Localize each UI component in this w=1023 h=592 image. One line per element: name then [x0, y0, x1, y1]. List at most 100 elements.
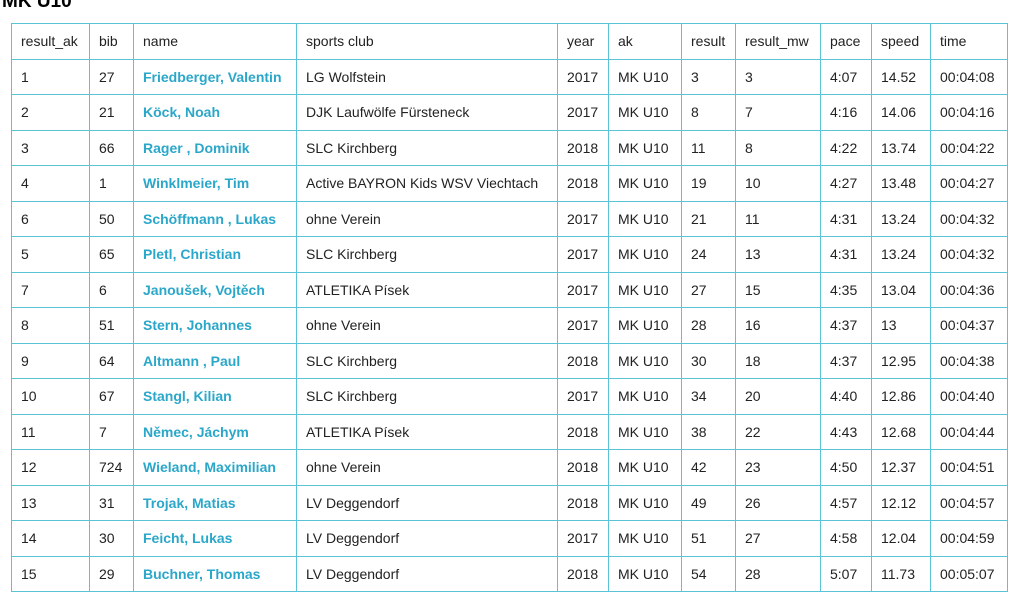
cell: 6	[89, 271, 134, 308]
column-header: result	[681, 23, 736, 60]
cell: 27	[735, 520, 821, 557]
athlete-name-link[interactable]: Rager , Dominik	[133, 129, 297, 166]
cell: 21	[89, 94, 134, 131]
cell: ohne Verein	[296, 200, 558, 237]
cell: 2018	[557, 342, 609, 379]
cell: 2017	[557, 378, 609, 415]
cell: 8	[681, 94, 736, 131]
cell: 00:04:57	[930, 484, 1008, 521]
cell: MK U10	[608, 236, 682, 273]
cell: 12.04	[871, 520, 931, 557]
cell: 31	[89, 484, 134, 521]
cell: 00:04:27	[930, 165, 1008, 202]
cell: 00:04:40	[930, 378, 1008, 415]
cell: 51	[681, 520, 736, 557]
result-row: 9 64 Altmann , Paul SLC Kirchberg 2018 MK U10…	[11, 342, 1008, 379]
cell: 00:04:59	[930, 520, 1008, 557]
cell: 11	[681, 129, 736, 166]
cell: 18	[735, 342, 821, 379]
cell: 12.95	[871, 342, 931, 379]
cell: ATLETIKA Písek	[296, 413, 558, 450]
cell: MK U10	[608, 449, 682, 486]
athlete-name-link[interactable]: Janoušek, Vojtěch	[133, 271, 297, 308]
cell: 51	[89, 307, 134, 344]
athlete-name-link[interactable]: Buchner, Thomas	[133, 555, 297, 592]
cell: 4:31	[820, 236, 872, 273]
cell: 22	[735, 413, 821, 450]
cell: 5	[11, 236, 90, 273]
cell: 00:04:08	[930, 58, 1008, 95]
cell: MK U10	[608, 342, 682, 379]
athlete-name-link[interactable]: Stangl, Kilian	[133, 378, 297, 415]
athlete-name-link[interactable]: Stern, Johannes	[133, 307, 297, 344]
athlete-name-link[interactable]: Winklmeier, Tim	[133, 165, 297, 202]
column-header: time	[930, 23, 1008, 60]
athlete-name-link[interactable]: Němec, Jáchym	[133, 413, 297, 450]
result-row: 3 66 Rager , Dominik SLC Kirchberg 2018 MK U1…	[11, 129, 1008, 166]
cell: 3	[681, 58, 736, 95]
cell: 12.37	[871, 449, 931, 486]
cell: MK U10	[608, 307, 682, 344]
cell: 38	[681, 413, 736, 450]
cell: 3	[735, 58, 821, 95]
cell: 2017	[557, 520, 609, 557]
cell: 4:27	[820, 165, 872, 202]
cell: 4:37	[820, 342, 872, 379]
cell: 2017	[557, 94, 609, 131]
cell: 12.86	[871, 378, 931, 415]
athlete-name-link[interactable]: Schöffmann , Lukas	[133, 200, 297, 237]
cell: DJK Laufwölfe Fürsteneck	[296, 94, 558, 131]
cell: 00:04:32	[930, 200, 1008, 237]
cell: 13	[11, 484, 90, 521]
column-header: speed	[871, 23, 931, 60]
cell: ohne Verein	[296, 449, 558, 486]
cell: 2018	[557, 449, 609, 486]
column-header: ak	[608, 23, 682, 60]
athlete-name-link[interactable]: Feicht, Lukas	[133, 520, 297, 557]
cell: MK U10	[608, 94, 682, 131]
cell: MK U10	[608, 165, 682, 202]
cell: 2017	[557, 307, 609, 344]
cell: 54	[681, 555, 736, 592]
cell: 2018	[557, 165, 609, 202]
cell: 14.06	[871, 94, 931, 131]
table-body: 1 27 Friedberger, Valentin LG Wolfstein 2017…	[11, 58, 1008, 592]
athlete-name-link[interactable]: Köck, Noah	[133, 94, 297, 131]
athlete-name-link[interactable]: Altmann , Paul	[133, 342, 297, 379]
cell: 34	[681, 378, 736, 415]
athlete-name-link[interactable]: Trojak, Matias	[133, 484, 297, 521]
cell: LV Deggendorf	[296, 520, 558, 557]
cell: 67	[89, 378, 134, 415]
cell: 6	[11, 200, 90, 237]
cell: 2017	[557, 200, 609, 237]
cell: 15	[735, 271, 821, 308]
result-row: 13 31 Trojak, Matias LV Deggendorf 2018 MK U1…	[11, 484, 1008, 521]
cell: 64	[89, 342, 134, 379]
cell: 4:22	[820, 129, 872, 166]
cell: 65	[89, 236, 134, 273]
column-header: pace	[820, 23, 872, 60]
cell: 24	[681, 236, 736, 273]
result-row: 4 1 Winklmeier, Tim Active BAYRON Kids WSV …	[11, 165, 1008, 202]
cell: 27	[681, 271, 736, 308]
cell: Active BAYRON Kids WSV Viechtach	[296, 165, 558, 202]
cell: 2017	[557, 58, 609, 95]
cell: 26	[735, 484, 821, 521]
cell: 7	[89, 413, 134, 450]
result-row: 10 67 Stangl, Kilian SLC Kirchberg 2017 MK U1…	[11, 378, 1008, 415]
athlete-name-link[interactable]: Wieland, Maximilian	[133, 449, 297, 486]
cell: 27	[89, 58, 134, 95]
cell: MK U10	[608, 378, 682, 415]
cell: 2018	[557, 484, 609, 521]
cell: 00:04:37	[930, 307, 1008, 344]
athlete-name-link[interactable]: Friedberger, Valentin	[133, 58, 297, 95]
column-header: year	[557, 23, 609, 60]
athlete-name-link[interactable]: Pletl, Christian	[133, 236, 297, 273]
cell: SLC Kirchberg	[296, 342, 558, 379]
cell: 00:04:38	[930, 342, 1008, 379]
cell: 4:31	[820, 200, 872, 237]
cell: 7	[11, 271, 90, 308]
result-row: 7 6 Janoušek, Vojtěch ATLETIKA Písek 2017 MK …	[11, 271, 1008, 308]
cell: 13.24	[871, 200, 931, 237]
cell: MK U10	[608, 555, 682, 592]
